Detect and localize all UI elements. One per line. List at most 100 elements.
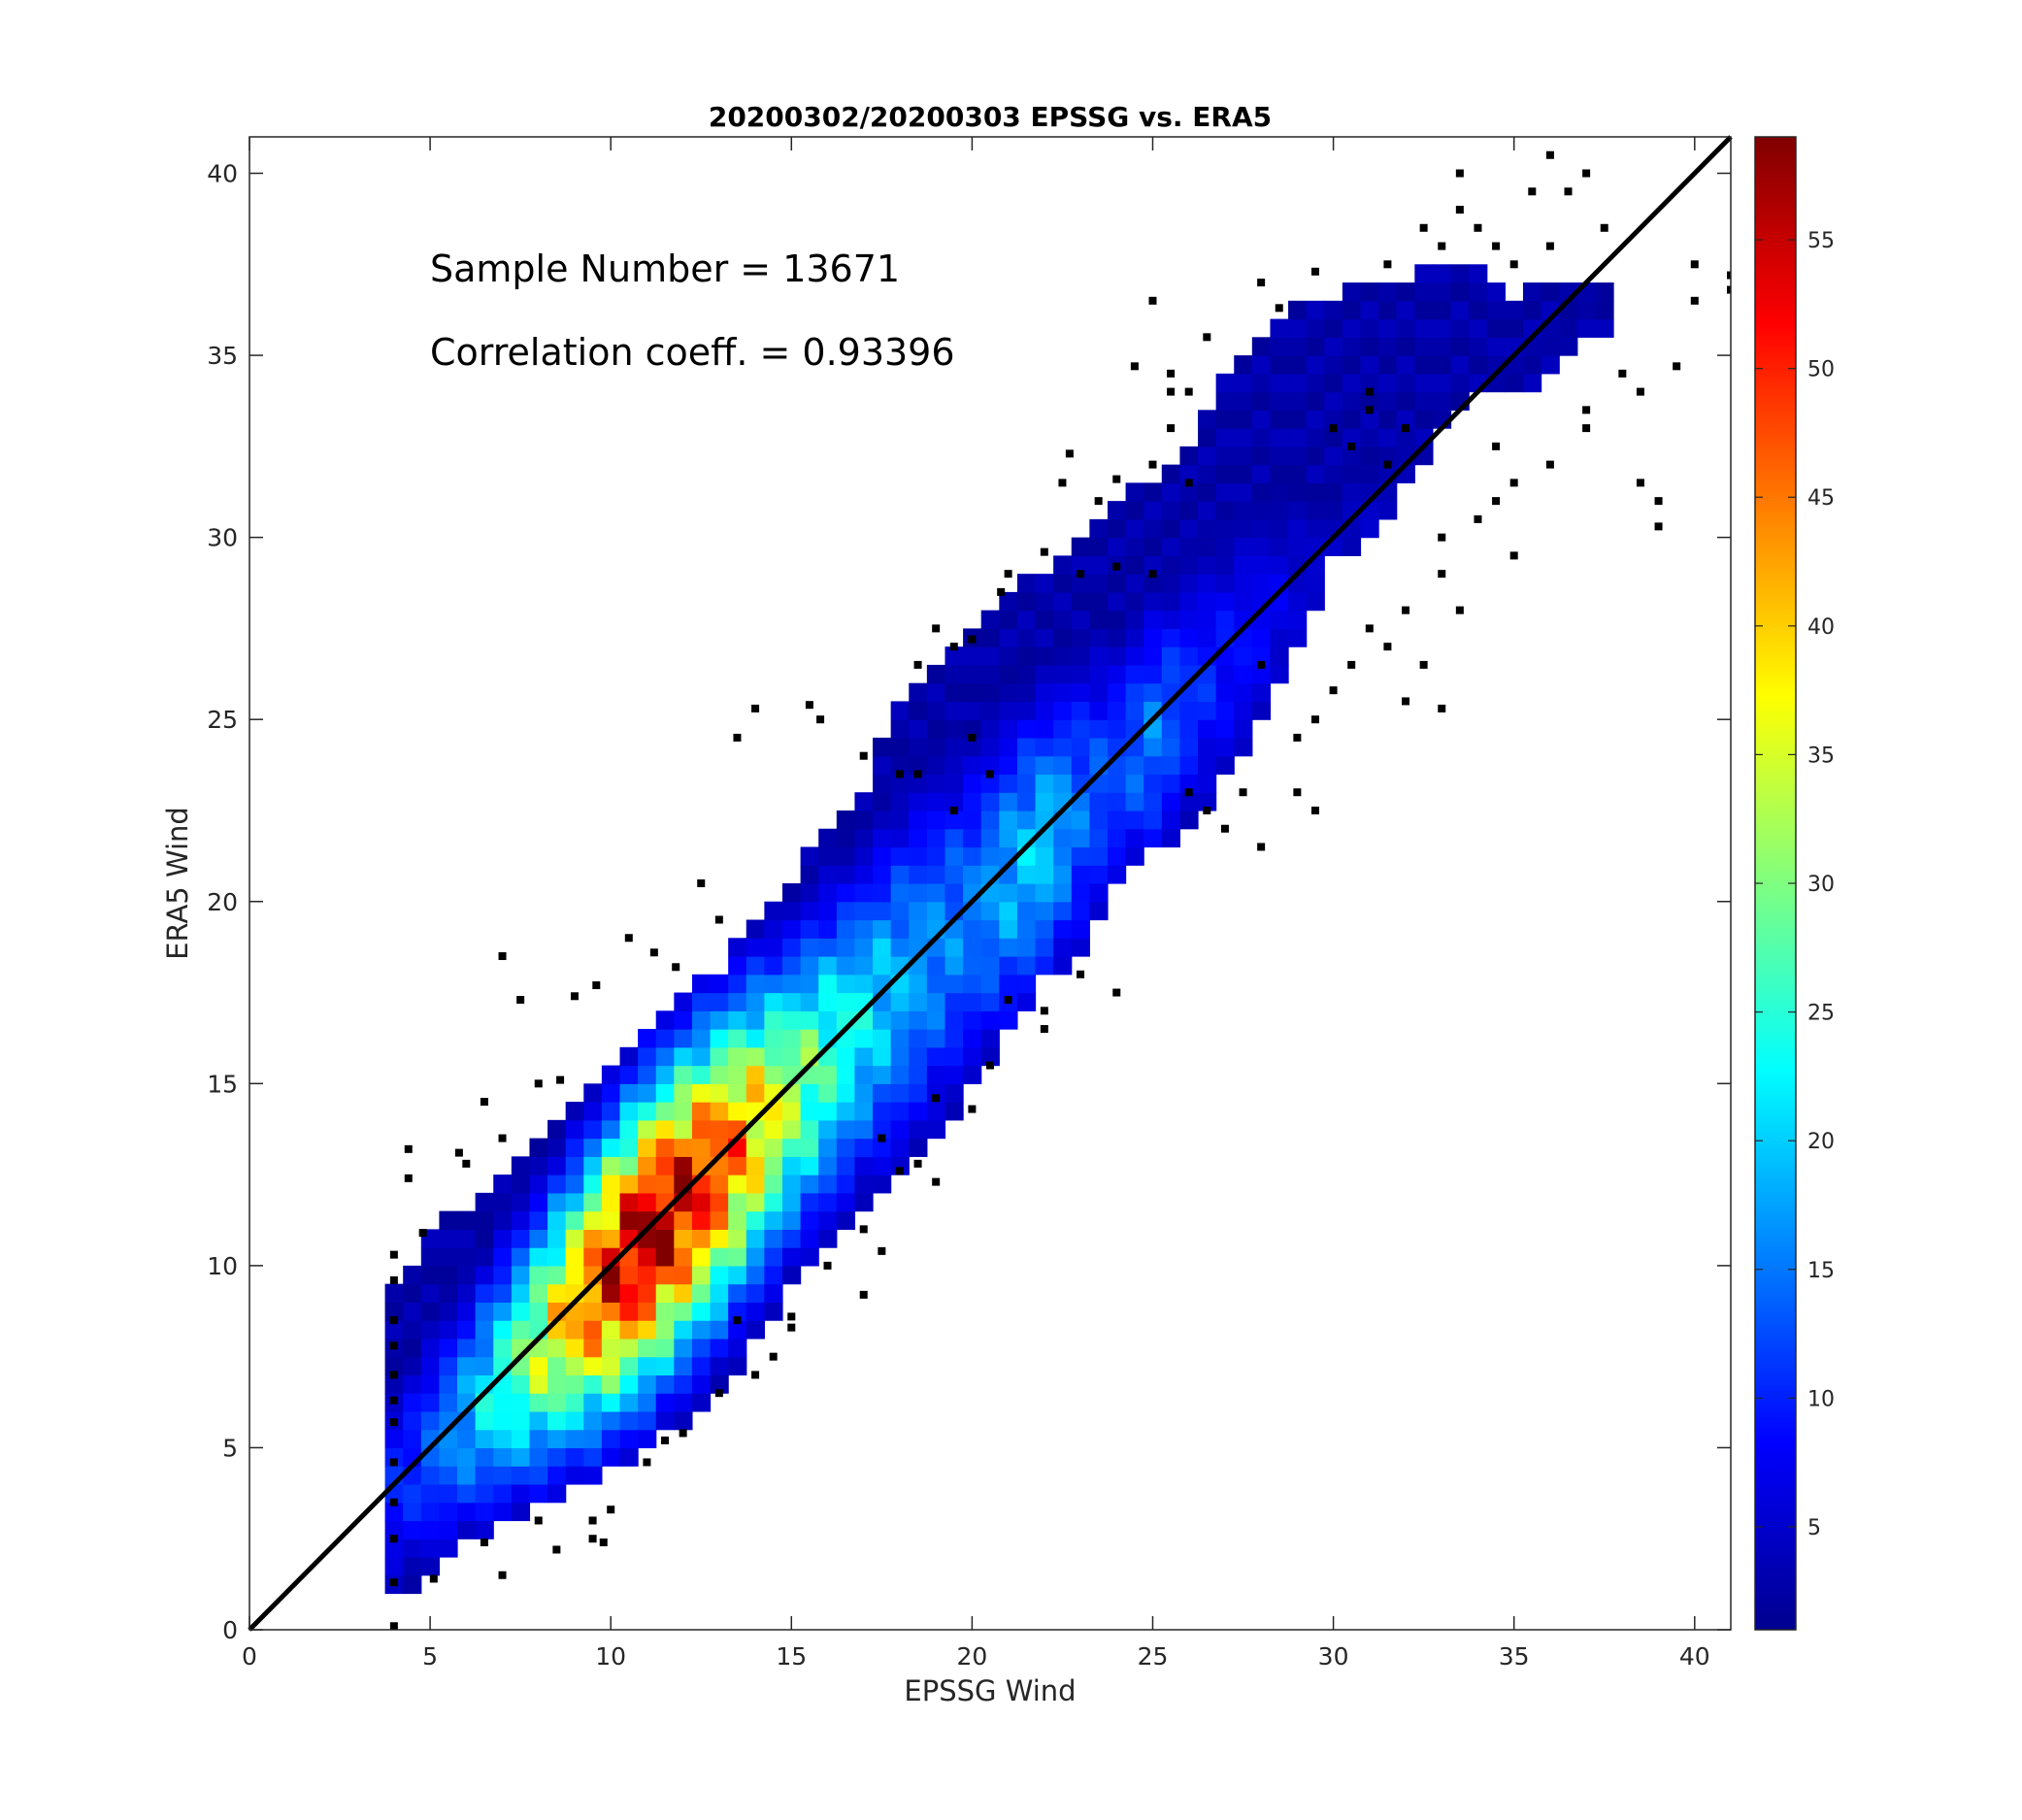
density-cell (1505, 318, 1524, 338)
density-cell (1360, 282, 1379, 302)
density-cell (1107, 846, 1127, 866)
sparse-point (932, 1094, 941, 1103)
density-cell (583, 1138, 603, 1157)
density-cell (511, 1192, 531, 1212)
density-cell (909, 682, 928, 703)
sparse-point (751, 704, 760, 712)
density-cell (1016, 664, 1037, 684)
sparse-point (1690, 260, 1699, 269)
sparse-point (1257, 843, 1266, 851)
sparse-point (859, 751, 868, 760)
sparse-point (878, 1246, 886, 1255)
density-cell (403, 1302, 422, 1321)
density-cell (1198, 701, 1217, 720)
density-cell (800, 1175, 819, 1194)
x-tick-label: 35 (1499, 1642, 1530, 1671)
density-cell (547, 1192, 567, 1212)
density-cell (619, 1175, 639, 1194)
density-cell (963, 755, 982, 776)
sparse-point (592, 981, 601, 990)
density-cell (674, 1283, 693, 1303)
density-cell (800, 1102, 819, 1121)
density-cell (1161, 628, 1181, 647)
density-cell (890, 901, 910, 921)
density-cell (529, 1447, 548, 1467)
sparse-point (1148, 570, 1157, 579)
density-cell (945, 974, 964, 994)
density-cell (764, 992, 783, 1011)
density-cell (1541, 282, 1560, 302)
density-cell (764, 1265, 783, 1285)
sparse-point (1383, 260, 1392, 269)
density-cell (1198, 792, 1217, 811)
density-cell (1016, 792, 1037, 811)
density-cell (890, 938, 910, 957)
density-cell (1432, 264, 1452, 283)
sparse-point (1203, 806, 1211, 814)
density-cell (1035, 591, 1054, 612)
density-cell (818, 1010, 838, 1030)
density-cell (800, 1247, 819, 1267)
density-cell (926, 719, 946, 739)
density-cell (1107, 792, 1127, 811)
density-cell (1324, 355, 1343, 375)
density-cell (818, 1210, 838, 1230)
density-cell (926, 1119, 946, 1140)
density-cell (1234, 391, 1253, 411)
density-cell (691, 1192, 712, 1212)
sparse-point (1690, 296, 1699, 305)
density-cell (873, 1010, 892, 1030)
density-cell (1035, 701, 1054, 720)
density-cell (1198, 610, 1217, 630)
density-cell (980, 846, 1000, 866)
sparse-point (1636, 479, 1644, 487)
density-cell (638, 1083, 657, 1103)
density-cell (1215, 464, 1235, 483)
density-cell (1234, 574, 1253, 593)
density-cell (1360, 518, 1379, 539)
density-cell (565, 1410, 584, 1431)
sparse-point (1058, 479, 1067, 487)
density-cell (1016, 701, 1037, 720)
sparse-point (1203, 333, 1211, 342)
colorbar-tick-label: 30 (1807, 873, 1835, 897)
density-cell (781, 1102, 802, 1121)
density-cell (926, 956, 946, 976)
sparse-point (1347, 442, 1356, 450)
density-cell (746, 1156, 765, 1175)
density-cell (909, 792, 928, 811)
density-cell (1198, 464, 1217, 483)
annotation-correlation: Correlation coeff. = 0.93396 (430, 331, 955, 374)
density-cell (1306, 391, 1325, 411)
density-cell (583, 1102, 603, 1121)
density-cell (945, 992, 964, 1011)
density-cell (511, 1229, 531, 1248)
density-cell (691, 1210, 712, 1230)
density-cell (655, 1356, 675, 1376)
density-cell (999, 883, 1018, 903)
density-cell (384, 1429, 404, 1449)
sparse-point (1383, 643, 1392, 651)
density-cell (781, 956, 802, 976)
density-cell (619, 1338, 639, 1358)
density-cell (493, 1265, 513, 1285)
density-cell (854, 1065, 874, 1084)
density-cell (764, 1229, 783, 1248)
density-cell (1306, 318, 1325, 338)
density-cell (781, 1119, 802, 1140)
density-cell (493, 1338, 513, 1358)
density-cell (565, 1138, 584, 1157)
density-cell (1469, 337, 1488, 356)
x-tick-label: 10 (595, 1642, 626, 1671)
density-cell (818, 901, 838, 921)
density-cell (691, 1065, 712, 1084)
density-cell (746, 1302, 765, 1321)
density-cell (800, 1029, 819, 1048)
density-cell (420, 1539, 441, 1558)
density-cell (890, 1156, 910, 1175)
density-cell (420, 1393, 441, 1412)
density-cell (781, 1029, 802, 1048)
density-cell (1107, 537, 1127, 556)
density-cell (836, 938, 856, 957)
sparse-point (1077, 570, 1085, 579)
